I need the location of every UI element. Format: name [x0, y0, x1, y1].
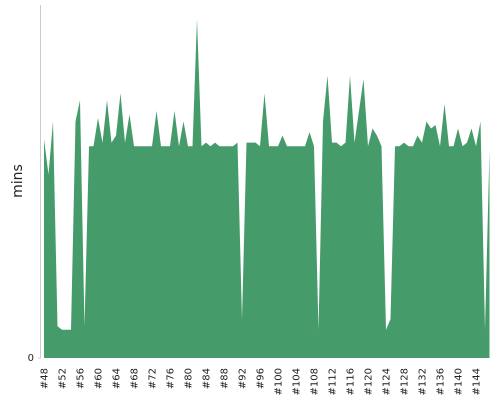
x-tick-label: #76	[166, 368, 177, 389]
x-tick-label: #124	[382, 368, 393, 395]
x-tick-label: #100	[274, 368, 285, 395]
x-tick-label: #136	[436, 368, 447, 395]
x-tick-label: #128	[400, 368, 411, 395]
x-tick-label: #112	[328, 368, 339, 395]
x-tick-label: #52	[58, 368, 69, 389]
x-tick-label: #68	[130, 368, 141, 389]
x-tick-label: #92	[238, 368, 249, 389]
x-tick-label: #116	[346, 368, 357, 395]
x-tick-label: #60	[94, 368, 105, 389]
x-tick-label: #80	[184, 368, 195, 389]
x-tick-label: #108	[310, 368, 321, 395]
x-tick-label: #56	[76, 368, 87, 389]
x-tick-label: #48	[40, 368, 51, 389]
x-tick-label: #132	[418, 368, 429, 395]
x-tick-label: #104	[292, 368, 303, 395]
x-tick-label: #144	[472, 368, 483, 395]
x-tick-label: #96	[256, 368, 267, 389]
area	[44, 19, 490, 359]
x-tick-label: #72	[148, 368, 159, 389]
x-tick-label: #84	[202, 368, 213, 389]
y-tick-label: 0	[28, 353, 34, 364]
x-tick-label: #140	[454, 368, 465, 395]
x-tick-label: #88	[220, 368, 231, 389]
y-axis-title: mins	[10, 164, 26, 198]
x-tick-label: #64	[112, 368, 123, 389]
x-tick-label: #120	[364, 368, 375, 395]
